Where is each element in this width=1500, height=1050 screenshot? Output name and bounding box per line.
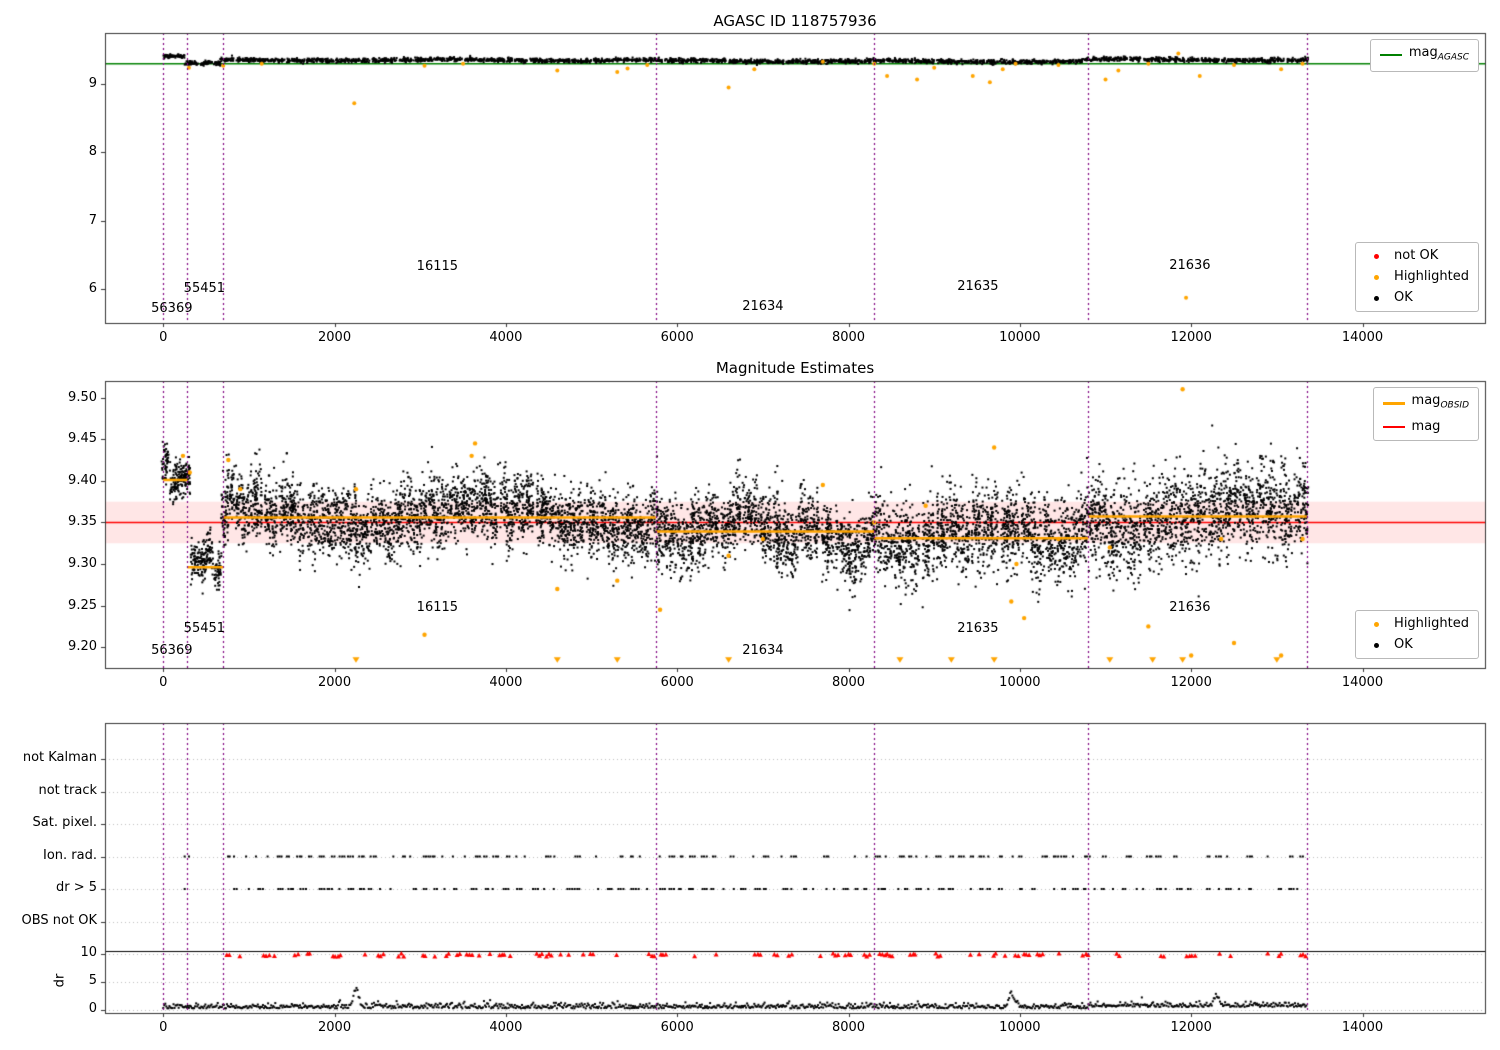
flag-row-label: not Kalman <box>22 750 97 765</box>
chart2-title: Magnitude Estimates <box>715 359 875 377</box>
legend-dot-icon <box>1373 275 1379 280</box>
y-tick-label: 9.45 <box>68 431 97 447</box>
x-tick-label: 14000 <box>1341 330 1384 345</box>
legend-dot-icon <box>1373 643 1379 648</box>
x-tick-label: 8000 <box>831 675 866 690</box>
legend-label: OK <box>1394 637 1413 652</box>
flag-row-label: OBS not OK <box>21 912 98 928</box>
x-tick-label: 8000 <box>831 1020 866 1035</box>
legend-dot-sample-icon <box>1365 248 1387 264</box>
x-tick-label: 0 <box>159 1020 168 1035</box>
x-tick-label: 6000 <box>660 1020 694 1035</box>
y-tick-label: 9.35 <box>68 514 97 530</box>
x-tick-label: 4000 <box>489 675 523 690</box>
legend-line-sample-icon <box>1379 54 1402 57</box>
flag-row-label: not track <box>38 782 97 798</box>
obsid-label: 56369 <box>151 301 193 317</box>
x-tick-label: 10000 <box>999 675 1041 690</box>
chart1-legend-line: magAGASC <box>1369 39 1479 72</box>
x-tick-label: 6000 <box>660 675 694 690</box>
x-tick-label: 8000 <box>831 330 866 345</box>
obsid-label: 21634 <box>742 299 784 315</box>
y-tick-label: 9 <box>88 76 97 92</box>
x-tick-label: 10000 <box>999 330 1041 345</box>
chart1-title: AGASC ID 118757936 <box>713 12 877 30</box>
x-tick-label: 6000 <box>660 330 694 345</box>
legend-entry: not OK <box>1365 248 1469 264</box>
obsid-label: 16115 <box>416 259 459 275</box>
legend-label: magOBSID <box>1411 393 1469 411</box>
y-tick-label: 6 <box>88 280 97 296</box>
legend-dot-sample-icon <box>1365 269 1387 285</box>
x-tick-label: 2000 <box>318 330 352 345</box>
x-tick-label: 2000 <box>318 675 352 690</box>
y-tick-label: 9.40 <box>68 472 97 488</box>
legend-entry: Highlighted <box>1365 616 1469 632</box>
legend-label: OK <box>1394 290 1413 305</box>
y-tick-label: 9.50 <box>68 389 97 405</box>
y-tick-label: 9.30 <box>68 556 97 571</box>
legend-dot-icon <box>1373 254 1379 259</box>
dr-tick-label: 10 <box>80 944 97 960</box>
x-tick-label: 4000 <box>489 1020 523 1035</box>
legend-entry: magOBSID <box>1382 393 1469 414</box>
obsid-label: 21635 <box>957 620 999 636</box>
dr-tick-label: 5 <box>88 972 97 988</box>
legend-dot-sample-icon <box>1365 616 1387 632</box>
x-tick-label: 0 <box>159 675 168 690</box>
obsid-label: 21636 <box>1169 258 1211 274</box>
x-tick-label: 2000 <box>318 1020 352 1035</box>
chart2-legend-lines: magOBSID mag <box>1372 387 1479 441</box>
legend-label: mag <box>1411 418 1441 434</box>
dr-axis-label: dr <box>52 973 68 987</box>
legend-label: not OK <box>1394 248 1439 263</box>
y-tick-label: 9.20 <box>68 639 97 655</box>
obsid-label: 21636 <box>1169 600 1211 616</box>
x-tick-label: 10000 <box>999 1020 1041 1035</box>
legend-entry: OK <box>1365 637 1469 653</box>
obsid-label: 21635 <box>957 278 999 294</box>
obsid-label: 55451 <box>183 620 226 636</box>
x-tick-label: 14000 <box>1341 1020 1384 1035</box>
legend-dot-icon <box>1373 296 1379 301</box>
legend-entry: magAGASC <box>1379 45 1469 66</box>
flag-row-label: Ion. rad. <box>43 847 97 863</box>
legend-entry: Highlighted <box>1365 269 1469 285</box>
y-tick-label: 8 <box>88 144 97 160</box>
y-tick-label: 9.25 <box>68 597 97 613</box>
x-tick-label: 4000 <box>489 330 523 345</box>
legend-label: Highlighted <box>1394 269 1469 284</box>
legend-line-sample-icon <box>1382 425 1405 428</box>
flag-row-label: dr > 5 <box>55 880 97 895</box>
legend-dot-icon <box>1373 622 1379 627</box>
obsid-label: 21634 <box>742 642 784 658</box>
x-tick-label: 14000 <box>1341 675 1384 690</box>
legend-dot-sample-icon <box>1365 637 1387 653</box>
obsid-label: 55451 <box>183 280 226 296</box>
legend-line-sample-icon <box>1382 401 1405 405</box>
obsid-label: 16115 <box>416 600 459 616</box>
legend-label: magAGASC <box>1408 45 1469 63</box>
legend-entry: OK <box>1365 290 1469 306</box>
dr-tick-label: 0 <box>88 1000 97 1016</box>
y-tick-label: 7 <box>88 212 97 228</box>
obsid-label: 56369 <box>151 643 193 659</box>
x-tick-label: 12000 <box>1170 675 1212 690</box>
x-tick-label: 12000 <box>1170 1020 1212 1035</box>
x-tick-label: 12000 <box>1170 330 1212 345</box>
legend-dot-sample-icon <box>1365 290 1387 306</box>
chart1-legend-points: not OK Highlighted OK <box>1355 242 1479 312</box>
chart2-legend-points: Highlighted OK <box>1355 610 1479 659</box>
flag-row-label: Sat. pixel. <box>32 815 97 830</box>
legend-label: Highlighted <box>1394 616 1469 631</box>
x-tick-label: 0 <box>159 330 168 345</box>
legend-entry: mag <box>1382 418 1469 435</box>
